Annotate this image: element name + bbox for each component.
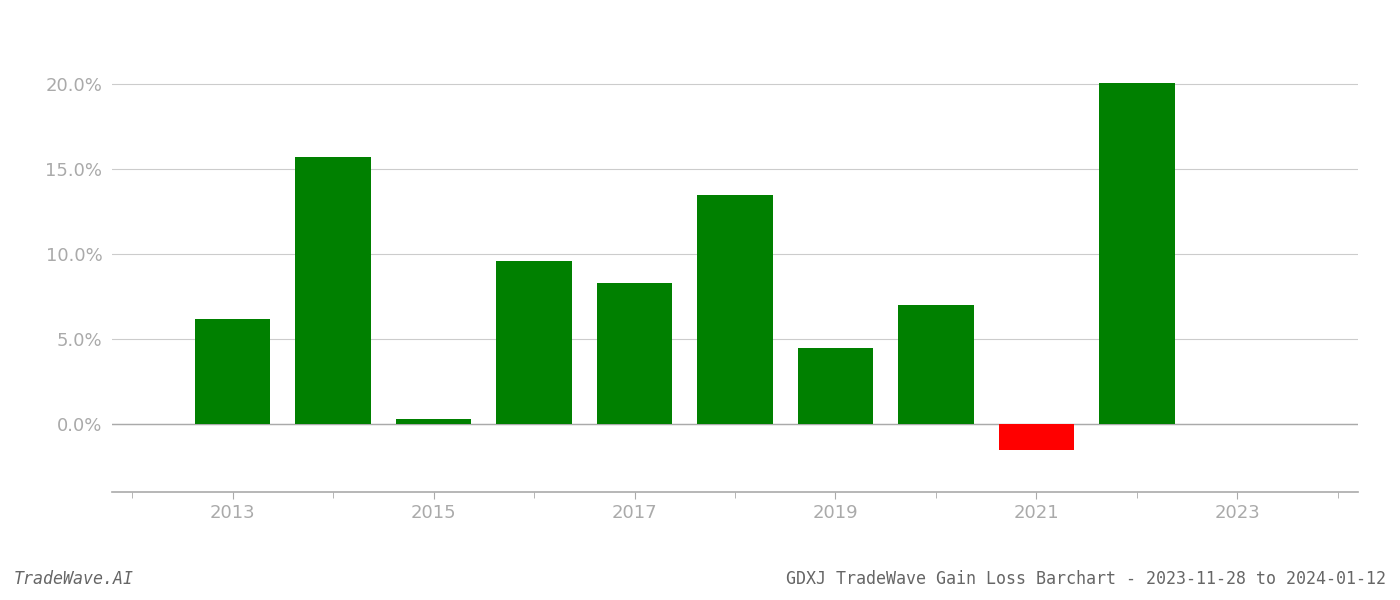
Bar [596,283,672,424]
Bar [998,424,1074,449]
Text: TradeWave.AI: TradeWave.AI [14,570,134,588]
Bar [295,157,371,424]
Bar [195,319,270,424]
Text: GDXJ TradeWave Gain Loss Barchart - 2023-11-28 to 2024-01-12: GDXJ TradeWave Gain Loss Barchart - 2023… [785,570,1386,588]
Bar [396,419,472,424]
Bar [497,261,571,424]
Bar [1099,83,1175,424]
Bar [798,347,874,424]
Bar [697,195,773,424]
Bar [899,305,973,424]
